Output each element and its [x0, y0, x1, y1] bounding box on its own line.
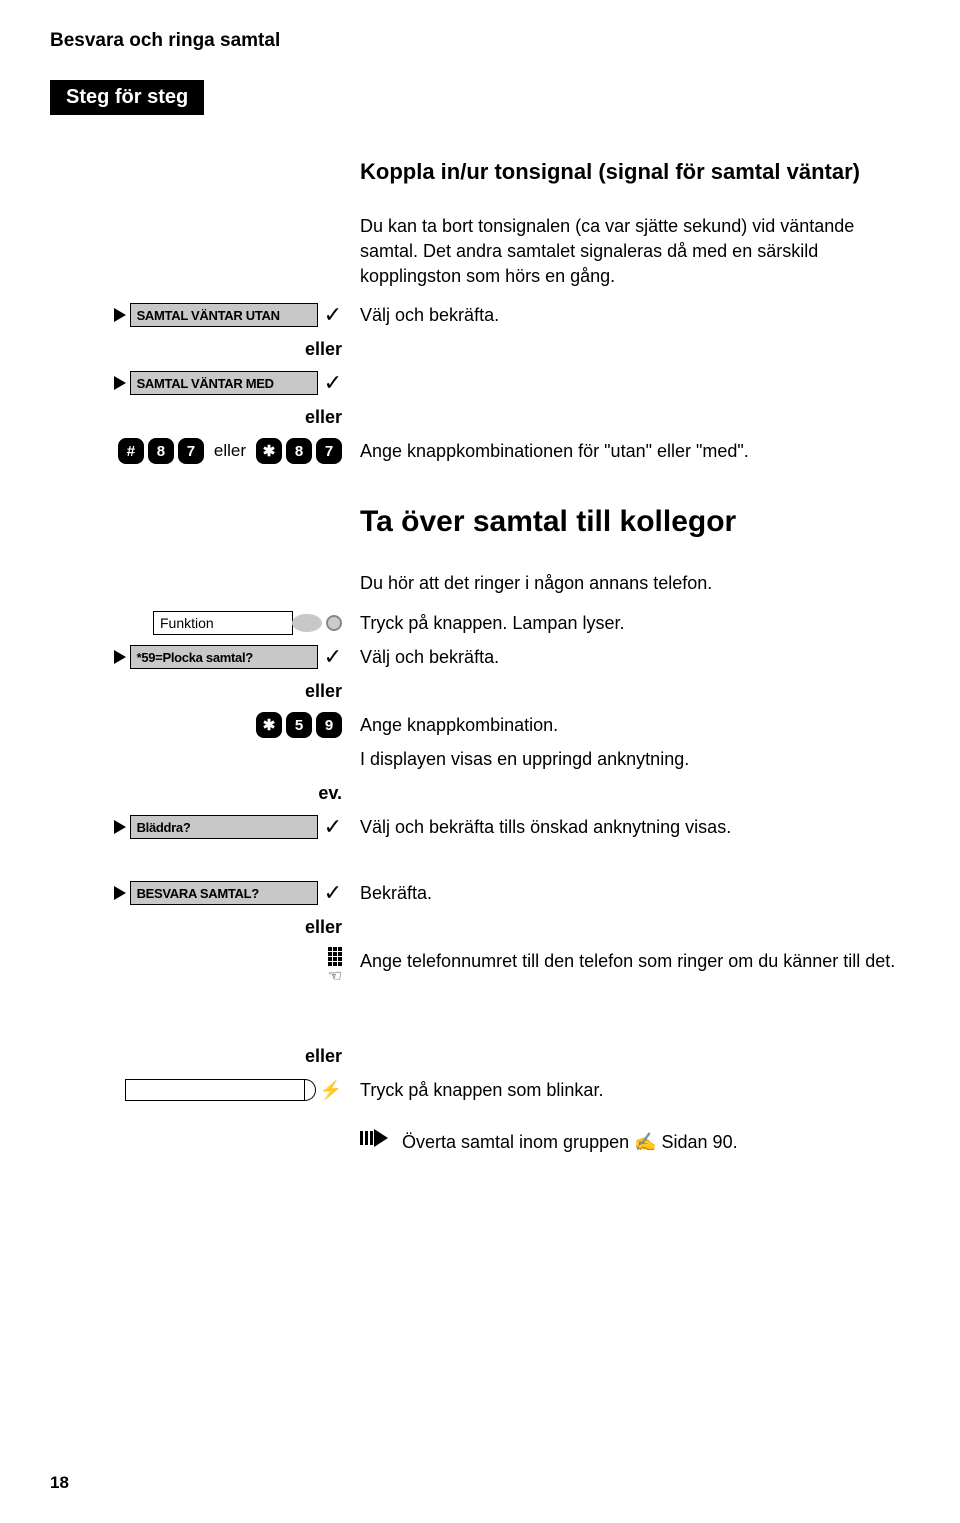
- section2-intro: Du hör att det ringer i någon annans tel…: [360, 569, 910, 596]
- ev-label: ev.: [318, 783, 342, 804]
- desc-key-combo-1: Ange knappkombinationen för "utan" eller…: [360, 437, 910, 464]
- eller-label: eller: [50, 1046, 342, 1067]
- blink-button-box[interactable]: [125, 1079, 305, 1101]
- desc-key-combo-2: Ange knappkombination.: [360, 711, 910, 738]
- page-header: Besvara och ringa samtal: [50, 30, 910, 52]
- reference-arrow-icon: [360, 1130, 392, 1146]
- key-7[interactable]: 7: [316, 438, 342, 464]
- menu-samtal-med[interactable]: SAMTAL VÄNTAR MED: [130, 371, 318, 395]
- eller-label: eller: [50, 407, 342, 428]
- funktion-box[interactable]: Funktion: [153, 611, 293, 635]
- menu-samtal-utan[interactable]: SAMTAL VÄNTAR UTAN: [130, 303, 318, 327]
- menu-besvara-samtal[interactable]: BESVARA SAMTAL?: [130, 881, 318, 905]
- desc-overta: Överta samtal inom gruppen ✍ Sidan 90.: [402, 1130, 738, 1155]
- key-hash[interactable]: #: [118, 438, 144, 464]
- menu-arrow-icon: [114, 308, 126, 322]
- lamp-icon: [326, 615, 342, 631]
- oval-button-icon[interactable]: [292, 614, 322, 632]
- eller-label: eller: [50, 917, 342, 938]
- desc-valj-1: Välj och bekräfta.: [360, 301, 910, 328]
- menu-arrow-icon: [114, 820, 126, 834]
- check-icon: ✓: [324, 882, 342, 904]
- menu-bladdra[interactable]: Bläddra?: [130, 815, 318, 839]
- page-number: 18: [50, 1473, 69, 1493]
- desc-valj-2: Välj och bekräfta.: [360, 643, 910, 670]
- key-7[interactable]: 7: [178, 438, 204, 464]
- blink-icon: ⚡: [320, 1081, 342, 1099]
- section1-intro: Du kan ta bort tonsignalen (ca var sjätt…: [360, 212, 910, 290]
- key-9[interactable]: 9: [316, 712, 342, 738]
- key-star[interactable]: ✱: [256, 712, 282, 738]
- button-end-icon: [305, 1079, 316, 1101]
- menu-arrow-icon: [114, 650, 126, 664]
- step-header: Steg för steg: [50, 80, 204, 115]
- menu-arrow-icon: [114, 886, 126, 900]
- desc-blink: Tryck på knappen som blinkar.: [360, 1076, 910, 1103]
- eller-inline: eller: [214, 441, 246, 461]
- section2-title: Ta över samtal till kollegor: [360, 501, 910, 543]
- menu-arrow-icon: [114, 376, 126, 390]
- key-star[interactable]: ✱: [256, 438, 282, 464]
- section1-title: Koppla in/ur tonsignal (signal för samta…: [360, 157, 910, 188]
- desc-bekrafta: Bekräfta.: [360, 879, 910, 906]
- desc-display: I displayen visas en uppringd anknytning…: [360, 745, 910, 772]
- key-8[interactable]: 8: [286, 438, 312, 464]
- key-8[interactable]: 8: [148, 438, 174, 464]
- check-icon: ✓: [324, 816, 342, 838]
- eller-label: eller: [50, 681, 342, 702]
- check-icon: ✓: [324, 372, 342, 394]
- check-icon: ✓: [324, 304, 342, 326]
- desc-funktion: Tryck på knappen. Lampan lyser.: [360, 609, 910, 636]
- key-5[interactable]: 5: [286, 712, 312, 738]
- desc-bladdra: Välj och bekräfta tills önskad anknytnin…: [360, 813, 910, 840]
- keypad-icon: ☜: [328, 947, 342, 986]
- desc-ange-nummer: Ange telefonnumret till den telefon som …: [360, 947, 910, 974]
- check-icon: ✓: [324, 646, 342, 668]
- menu-plocka-samtal[interactable]: *59=Plocka samtal?: [130, 645, 318, 669]
- eller-label: eller: [50, 339, 342, 360]
